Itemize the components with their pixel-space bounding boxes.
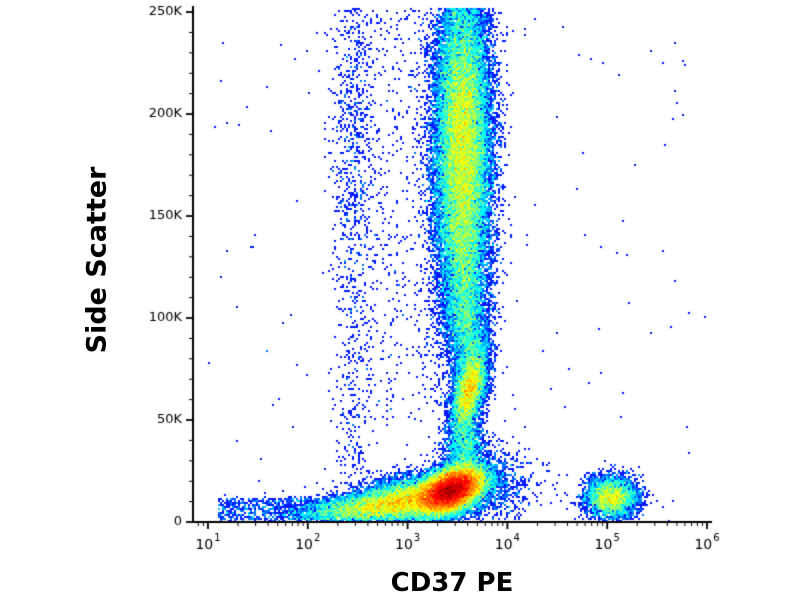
- y-axis-title: Side Scatter: [81, 166, 113, 354]
- x-axis-title: CD37 PE: [390, 568, 514, 598]
